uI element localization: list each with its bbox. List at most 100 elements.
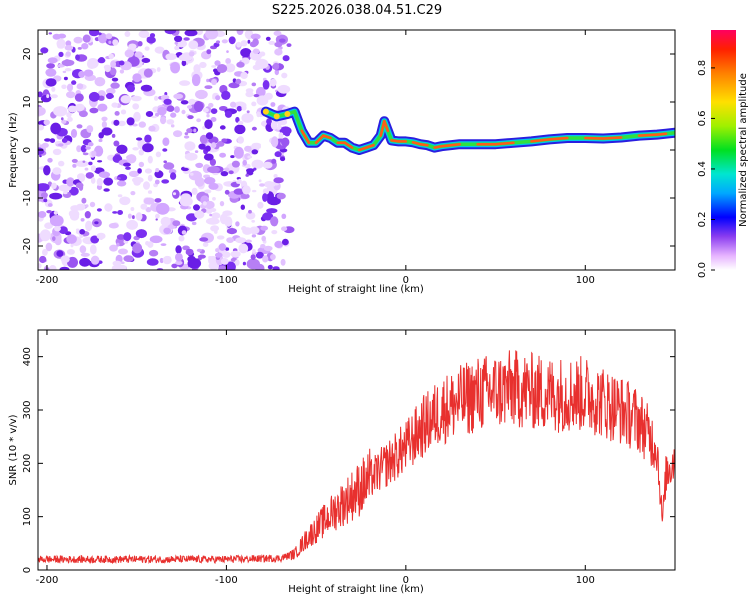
noise-blob	[198, 143, 206, 150]
noise-blob	[117, 194, 123, 198]
noise-blob	[61, 117, 64, 121]
ridge-core	[440, 142, 461, 148]
noise-blob	[66, 83, 74, 92]
noise-blob	[52, 148, 62, 156]
noise-blob	[46, 94, 50, 99]
noise-blob	[83, 69, 94, 77]
colorbar-tick-label: 0.6	[697, 110, 708, 126]
noise-blob	[241, 105, 247, 111]
noise-blob	[184, 132, 189, 136]
noise-blob	[138, 121, 146, 128]
noise-blob	[165, 53, 177, 61]
noise-blob	[180, 100, 189, 105]
noise-blob	[230, 101, 237, 108]
noise-blob	[230, 155, 235, 159]
spectrogram-xtick-label: 0	[403, 275, 409, 286]
noise-blob	[179, 80, 191, 86]
noise-blob	[181, 230, 187, 235]
noise-blob	[282, 238, 289, 246]
noise-blob	[53, 210, 58, 215]
noise-blob	[215, 248, 220, 253]
noise-blob	[112, 39, 119, 46]
noise-blob	[206, 49, 212, 55]
noise-blob	[218, 243, 227, 251]
noise-blob	[193, 101, 204, 112]
noise-blob	[271, 158, 277, 164]
noise-blob	[154, 179, 160, 185]
ridge-core	[530, 138, 551, 143]
noise-blob	[162, 137, 170, 146]
snr-panel: -200 -100 0 100 0 100 200 300 400 Height of stra…	[8, 329, 676, 595]
noise-blob	[108, 40, 112, 44]
noise-blob	[38, 147, 45, 155]
noise-blob	[208, 182, 219, 190]
noise-blob	[58, 51, 64, 58]
noise-blob	[58, 160, 65, 167]
noise-blob	[132, 215, 135, 220]
noise-blob	[98, 32, 107, 44]
noise-blob	[61, 119, 67, 124]
noise-blob	[40, 94, 52, 103]
noise-blob	[225, 58, 231, 65]
noise-blob	[194, 176, 205, 187]
noise-blob	[204, 85, 213, 89]
noise-blob	[131, 95, 142, 102]
noise-blob	[38, 211, 47, 218]
noise-blob	[262, 255, 269, 263]
noise-blob	[137, 168, 142, 174]
noise-blob	[84, 167, 89, 171]
noise-blob	[178, 54, 193, 62]
noise-blob	[209, 217, 216, 223]
noise-blob	[206, 78, 210, 83]
noise-blob	[149, 249, 159, 257]
noise-blob	[260, 244, 266, 249]
noise-blob	[274, 151, 282, 158]
noise-blob	[170, 124, 175, 128]
noise-blob	[194, 210, 205, 219]
noise-blob	[113, 140, 120, 147]
noise-blob	[38, 263, 42, 269]
noise-blob	[50, 122, 62, 135]
noise-blob	[246, 110, 250, 114]
noise-blob	[163, 160, 167, 163]
noise-blob	[160, 216, 171, 227]
noise-blob	[46, 63, 55, 69]
noise-blob	[47, 57, 58, 64]
noise-blob	[138, 161, 145, 168]
noise-blob	[119, 196, 131, 206]
noise-blob	[126, 117, 135, 126]
noise-blob	[274, 48, 283, 56]
snr-series-line	[38, 350, 675, 565]
noise-blob	[170, 112, 177, 118]
noise-blob	[181, 109, 186, 115]
noise-blob	[132, 147, 139, 151]
noise-blob	[251, 219, 256, 223]
noise-blob	[118, 60, 125, 66]
noise-blob	[215, 252, 223, 258]
noise-blob	[220, 258, 229, 265]
noise-blob	[252, 189, 257, 193]
noise-blob	[219, 152, 227, 158]
ridge-core	[584, 136, 605, 140]
noise-blob	[204, 189, 212, 194]
noise-blob	[249, 226, 260, 235]
noise-blob	[281, 137, 290, 147]
noise-blob	[63, 76, 68, 81]
noise-blob	[38, 183, 50, 192]
noise-blob	[66, 177, 75, 187]
noise-blob	[224, 110, 233, 118]
colorbar-tick-label: 0.2	[697, 212, 708, 228]
noise-blob	[85, 220, 93, 232]
noise-blob	[231, 160, 240, 168]
noise-blob	[84, 211, 91, 219]
noise-blob	[70, 128, 78, 138]
noise-blob	[199, 61, 207, 69]
noise-blob	[65, 40, 72, 47]
noise-blob	[264, 92, 273, 100]
noise-blob	[186, 128, 193, 134]
noise-blob	[132, 73, 142, 83]
noise-blob	[183, 37, 190, 41]
noise-blob	[85, 172, 95, 179]
noise-blob	[111, 265, 120, 270]
